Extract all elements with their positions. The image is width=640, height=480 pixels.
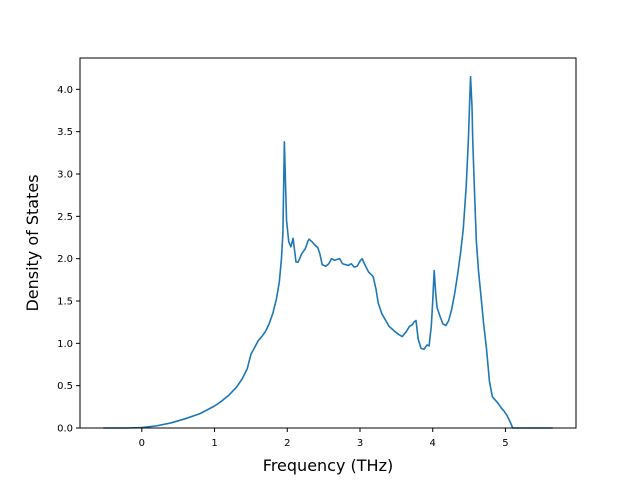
y-tick-label: 1.0 (57, 339, 73, 350)
dos-series-line (103, 75, 553, 429)
y-tick-label: 4.0 (57, 85, 73, 96)
x-tick-label: 1 (211, 438, 217, 449)
x-tick-label: 2 (284, 438, 290, 449)
y-tick-label: 0.0 (57, 424, 73, 435)
plot-area (80, 58, 576, 428)
y-tick-label: 0.5 (57, 381, 73, 392)
x-tick-label: 5 (502, 438, 508, 449)
x-axis-label: Frequency (THz) (263, 456, 393, 475)
y-axis-ticks: 0.0 0.5 1.0 1.5 2.0 2.5 3.0 3.5 4.0 (57, 85, 80, 435)
x-tick-label: 4 (430, 438, 436, 449)
x-tick-label: 0 (139, 438, 145, 449)
y-tick-label: 2.0 (57, 254, 73, 265)
y-tick-label: 3.5 (57, 127, 73, 138)
y-tick-label: 2.5 (57, 212, 73, 223)
x-axis-ticks: 0 1 2 3 4 5 (139, 428, 509, 449)
x-tick-label: 3 (357, 438, 363, 449)
plot-frame (79, 57, 577, 429)
y-tick-label: 3.0 (57, 169, 73, 180)
y-tick-label: 1.5 (57, 296, 73, 307)
series-layer (103, 75, 553, 429)
y-axis-label: Density of States (23, 174, 42, 311)
